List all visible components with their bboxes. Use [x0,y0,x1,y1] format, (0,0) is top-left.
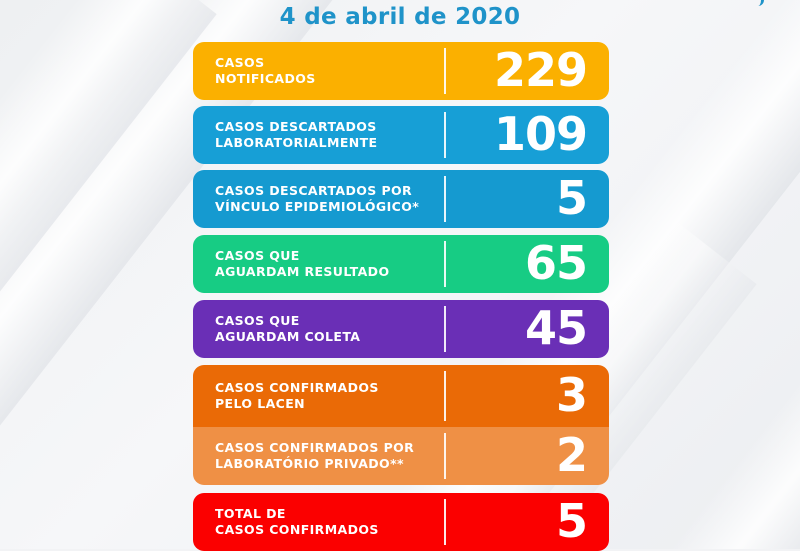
card-label: CASOS DESCARTADOS LABORATORIALMENTE [215,119,378,150]
card-label: CASOS CONFIRMADOS POR LABORATÓRIO PRIVAD… [215,440,415,471]
card-label: CASOS NOTIFICADOS [215,55,316,86]
card-value: 65 [524,236,588,291]
card-aguardam-resultado: CASOS QUE AGUARDAM RESULTADO 65 [193,235,609,293]
card-value: 109 [493,107,588,162]
card-value: 2 [555,428,588,483]
card-value: 5 [555,171,588,226]
header-bracket-decoration [755,0,764,6]
card-divider [444,48,446,94]
card-divider [444,371,446,421]
card-divider [444,112,446,158]
card-value: 45 [524,301,588,356]
card-divider [444,433,446,479]
card-descartados-laboratorialmente: CASOS DESCARTADOS LABORATORIALMENTE 109 [193,106,609,164]
card-total-confirmados: TOTAL DE CASOS CONFIRMADOS 5 [193,493,609,551]
card-divider [444,499,446,545]
card-label: CASOS QUE AGUARDAM COLETA [215,313,361,344]
card-label: CASOS DESCARTADOS POR VÍNCULO EPIDEMIOLÓ… [215,183,420,214]
card-divider [444,176,446,222]
card-value: 229 [493,43,588,98]
card-casos-notificados: CASOS NOTIFICADOS 229 [193,42,609,100]
card-value: 5 [555,494,588,549]
card-confirmados-privado: CASOS CONFIRMADOS POR LABORATÓRIO PRIVAD… [193,427,609,485]
card-confirmados-lacen: CASOS CONFIRMADOS PELO LACEN 3 [193,365,609,427]
card-label: CASOS QUE AGUARDAM RESULTADO [215,248,390,279]
report-date: 4 de abril de 2020 [279,4,521,30]
card-label: CASOS CONFIRMADOS PELO LACEN [215,380,379,411]
card-divider [444,241,446,287]
card-label: TOTAL DE CASOS CONFIRMADOS [215,506,379,537]
card-divider [444,306,446,352]
card-value: 3 [555,368,588,423]
card-aguardam-coleta: CASOS QUE AGUARDAM COLETA 45 [193,300,609,358]
card-descartados-vinculo: CASOS DESCARTADOS POR VÍNCULO EPIDEMIOLÓ… [193,170,609,228]
